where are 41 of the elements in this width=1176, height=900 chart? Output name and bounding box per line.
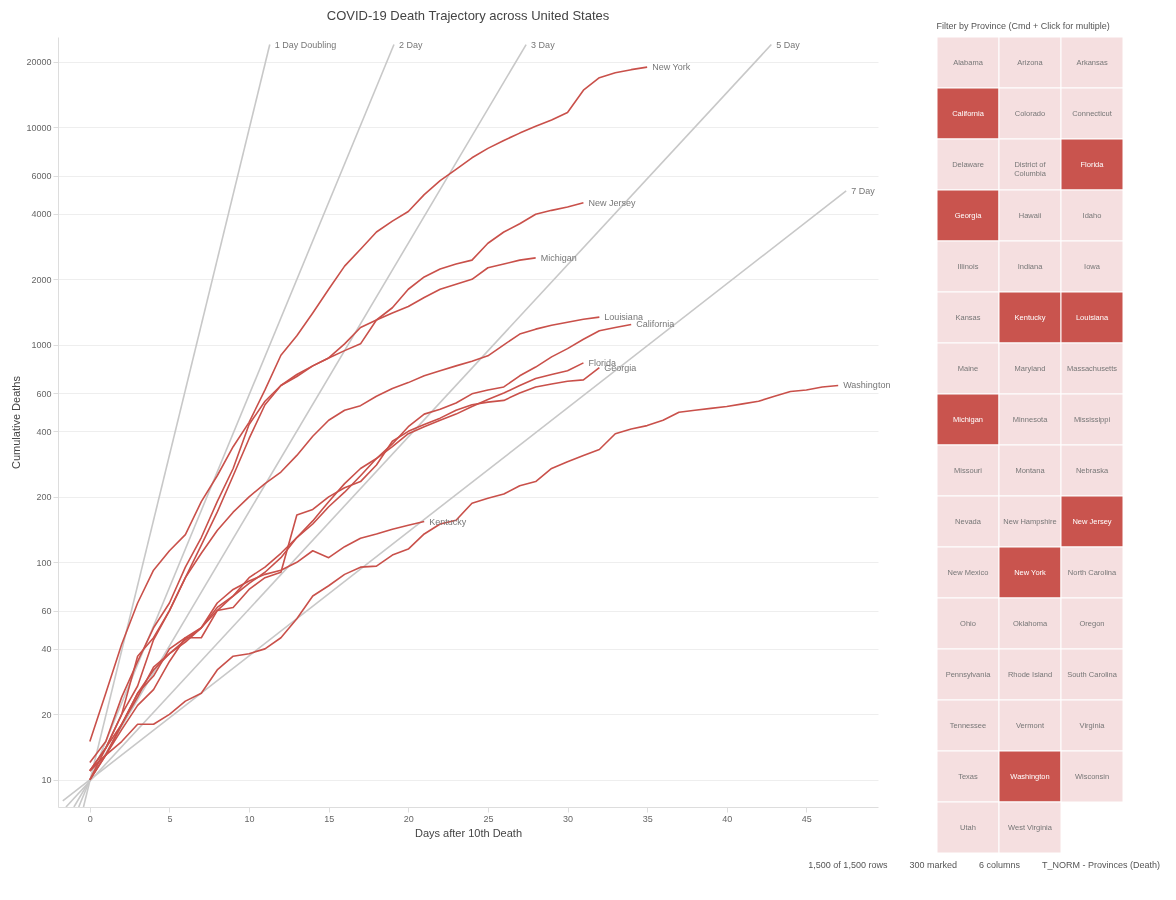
- y-tick-label: 200: [36, 492, 52, 503]
- y-tick-label: 100: [36, 557, 52, 568]
- x-tick-label: 40: [722, 813, 733, 824]
- y-axis-title: Cumulative Deaths: [10, 375, 23, 469]
- series-label: 5 Day: [776, 39, 801, 50]
- x-tick-label: 5: [167, 813, 173, 824]
- y-tick-label: 600: [36, 388, 52, 399]
- series-label: New Jersey: [588, 197, 636, 208]
- text: 1,500 of 1,500 rows: [808, 860, 888, 870]
- text: Filter by Province (Cmd + Click for multiple): [936, 20, 1110, 31]
- y-tick-label: 400: [36, 426, 52, 437]
- chart-title: COVID-19 Death Trajectory across United States: [326, 8, 610, 23]
- x-axis-title: Days after 10th Death: [414, 826, 523, 839]
- x-tick-label: 20: [403, 813, 414, 824]
- text: 300 marked: [909, 860, 957, 870]
- x-tick-label: 15: [324, 813, 335, 824]
- x-tick-label: 45: [801, 813, 812, 824]
- x-tick-label: 10: [244, 813, 255, 824]
- x-tick-label: 0: [87, 813, 93, 824]
- y-tick-label: 2000: [31, 274, 52, 285]
- series-label: New York: [652, 62, 691, 73]
- x-tick-label: 30: [563, 813, 574, 824]
- series-label: 1 Day Doubling: [274, 39, 337, 50]
- x-tick-label: 25: [483, 813, 494, 824]
- y-tick-label: 40: [41, 644, 52, 655]
- y-tick-label: 1000: [31, 340, 52, 351]
- y-tick-label: 20000: [26, 57, 52, 68]
- series-label: 3 Day: [531, 39, 556, 50]
- text: 6 columns: [978, 860, 1020, 870]
- series-label: Michigan: [540, 252, 577, 263]
- y-tick-label: 10000: [26, 122, 52, 133]
- text: T_NORM - Provinces (Death): [1041, 860, 1160, 870]
- series-label: 7 Day: [851, 185, 876, 196]
- y-tick-label: 10: [41, 775, 52, 786]
- y-tick-label: 60: [41, 606, 52, 617]
- series-label: Washington: [843, 380, 891, 391]
- x-tick-label: 35: [642, 813, 653, 824]
- y-tick-label: 4000: [31, 209, 52, 220]
- y-tick-label: 6000: [31, 171, 52, 182]
- y-tick-label: 20: [41, 709, 52, 720]
- series-label: 2 Day: [398, 39, 423, 50]
